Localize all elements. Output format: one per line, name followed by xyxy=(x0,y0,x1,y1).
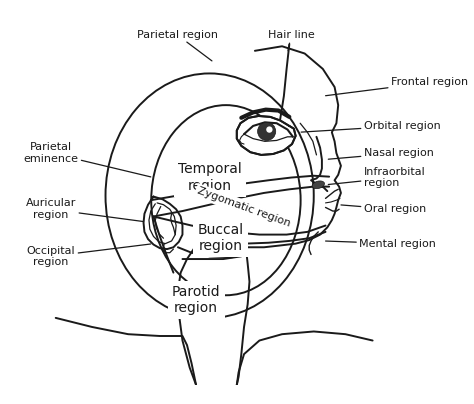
Text: Parietal region: Parietal region xyxy=(137,30,219,61)
Text: Parotid
region: Parotid region xyxy=(172,285,220,315)
Text: Auricular
region: Auricular region xyxy=(26,198,144,221)
Text: Occipital
region: Occipital region xyxy=(27,244,151,267)
Text: Zygomatic region: Zygomatic region xyxy=(196,186,292,229)
Text: Orbital region: Orbital region xyxy=(301,121,440,132)
Polygon shape xyxy=(237,116,296,155)
Ellipse shape xyxy=(106,74,314,318)
Text: Nasal region: Nasal region xyxy=(328,148,433,159)
Text: Buccal
region: Buccal region xyxy=(198,223,244,253)
Text: Mental region: Mental region xyxy=(326,239,436,248)
Text: Hair line: Hair line xyxy=(268,30,314,51)
Text: Oral region: Oral region xyxy=(341,204,426,214)
Circle shape xyxy=(266,126,273,133)
Text: Parietal
eminence: Parietal eminence xyxy=(24,142,151,177)
Text: Temporal
region: Temporal region xyxy=(178,162,242,193)
Ellipse shape xyxy=(312,181,325,189)
Text: Infraorbital
region: Infraorbital region xyxy=(328,167,425,188)
Text: Frontal region: Frontal region xyxy=(326,78,468,96)
Circle shape xyxy=(257,122,276,141)
